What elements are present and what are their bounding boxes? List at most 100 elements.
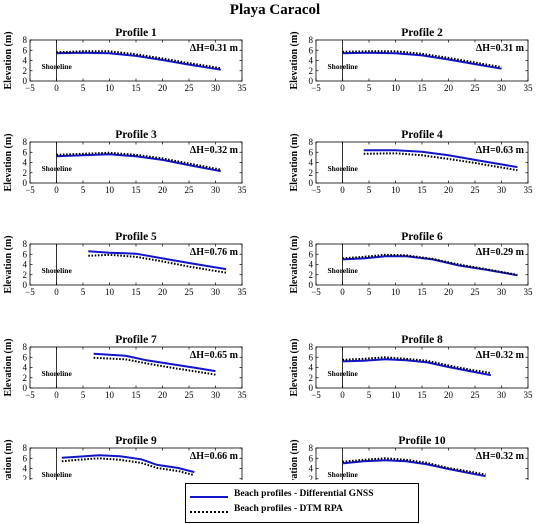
- x-tick-label: 5: [367, 287, 372, 297]
- y-tick-label: 4: [23, 260, 28, 270]
- x-tick-label: 25: [471, 390, 481, 400]
- x-tick-label: 15: [418, 287, 428, 297]
- y-tick-label: 6: [309, 453, 314, 463]
- legend-label-rpa: Beach profiles - DTM RPA: [234, 504, 343, 514]
- rpa-profile-line: [61, 457, 195, 477]
- profiles-grid: Profile 1−5 0 5 10 15 20 25 30 3502468ShorelineΔ…: [3, 27, 534, 480]
- y-tick-label: 0: [23, 383, 28, 393]
- x-tick-label: 10: [391, 83, 401, 93]
- x-tick-label: −5: [25, 185, 35, 195]
- panel-title: Profile 7: [115, 334, 157, 346]
- x-tick-label: −5: [311, 185, 321, 195]
- profile-panel-4: Profile 4−5 0 5 10 15 20 25 30 3502468ShorelineΔ…: [289, 129, 533, 195]
- delta-h-label: ΔH=0.65 m: [190, 350, 239, 361]
- shoreline-label: Shoreline: [42, 164, 73, 173]
- x-tick-label: 15: [132, 83, 142, 93]
- gnss-profile-line: [56, 153, 221, 173]
- y-tick-label: 8: [309, 35, 314, 45]
- rpa-profile-line: [342, 457, 486, 476]
- x-tick-label: 20: [158, 185, 168, 195]
- y-tick-label: 0: [309, 383, 314, 393]
- y-axis-label: Elevation (m): [289, 31, 300, 89]
- y-tick-label: 2: [23, 66, 28, 76]
- x-tick-label: 25: [471, 83, 481, 93]
- y-tick-label: 6: [309, 147, 314, 157]
- shoreline-label: Shoreline: [328, 62, 359, 71]
- rpa-profile-line: [342, 356, 492, 375]
- y-tick-label: 4: [23, 56, 28, 66]
- y-tick-label: 0: [23, 280, 28, 290]
- profile-panel-10: Profile 10−50510152025303502468Shoreline…: [289, 435, 529, 480]
- x-tick-label: 15: [132, 390, 142, 400]
- y-tick-label: 4: [309, 158, 314, 168]
- shoreline-label: Shoreline: [328, 369, 359, 378]
- x-tick-label: 10: [391, 185, 401, 195]
- shoreline-label: Shoreline: [42, 62, 73, 71]
- gnss-profile-line: [342, 51, 502, 70]
- x-tick-label: 15: [418, 390, 428, 400]
- x-tick-label: 20: [158, 287, 168, 297]
- x-tick-label: 30: [497, 390, 507, 400]
- x-tick-label: 5: [81, 287, 86, 297]
- profile-panel-6: Profile 6−5 0 5 10 15 20 25 30 3502468ShorelineΔ…: [289, 231, 533, 297]
- y-tick-label: 2: [309, 168, 314, 178]
- gnss-profile-line: [363, 149, 518, 169]
- x-tick-label: 35: [238, 287, 248, 297]
- y-tick-label: 2: [309, 474, 314, 480]
- x-tick-label: 25: [471, 287, 481, 297]
- shoreline-label: Shoreline: [42, 369, 73, 378]
- y-tick-label: 2: [23, 373, 28, 383]
- x-tick-label: 0: [340, 83, 345, 93]
- x-tick-label: 35: [524, 390, 534, 400]
- x-tick-label: 0: [340, 390, 345, 400]
- y-tick-label: 8: [23, 35, 28, 45]
- x-tick-label: 30: [211, 185, 221, 195]
- x-tick-label: 10: [105, 287, 115, 297]
- delta-h-label: ΔH=0.76 m: [190, 247, 239, 258]
- panel-title: Profile 2: [401, 27, 443, 39]
- legend-swatch-rpa: [190, 511, 228, 513]
- x-tick-label: 5: [367, 185, 372, 195]
- rpa-profile-line: [56, 151, 221, 171]
- gnss-profile-line: [342, 358, 492, 377]
- shoreline-label: Shoreline: [42, 470, 73, 479]
- legend-label-gnss: Beach profiles - Differential GNSS: [234, 489, 374, 499]
- x-tick-label: 30: [497, 185, 507, 195]
- shoreline-label: Shoreline: [328, 470, 359, 479]
- x-tick-label: 35: [524, 185, 534, 195]
- x-tick-label: 30: [497, 83, 507, 93]
- y-axis-label: Elevation (m): [3, 31, 14, 89]
- y-tick-label: 6: [23, 352, 28, 362]
- panel-title: Profile 4: [401, 129, 443, 141]
- x-tick-label: −5: [311, 83, 321, 93]
- y-tick-label: 8: [309, 137, 314, 147]
- rpa-profile-line: [363, 152, 518, 172]
- x-tick-label: 20: [158, 83, 168, 93]
- x-tick-label: 35: [238, 390, 248, 400]
- rpa-profile-line: [93, 356, 216, 376]
- y-tick-label: 8: [23, 443, 28, 453]
- y-tick-label: 4: [309, 363, 314, 373]
- profile-panel-3: Profile 3−5 0 5 10 15 20 25 30 3502468ShorelineΔ…: [3, 129, 247, 195]
- delta-h-label: ΔH=0.31 m: [190, 43, 239, 54]
- x-tick-label: 0: [340, 185, 345, 195]
- x-tick-label: 35: [524, 83, 534, 93]
- x-tick-label: 0: [340, 287, 345, 297]
- x-tick-label: 10: [391, 390, 401, 400]
- y-tick-label: 4: [309, 260, 314, 270]
- x-tick-label: 15: [132, 287, 142, 297]
- rpa-profile-line: [342, 50, 502, 69]
- x-tick-label: 30: [211, 83, 221, 93]
- y-axis-label: Elevation (m): [289, 235, 300, 293]
- x-tick-label: 10: [105, 83, 115, 93]
- x-tick-label: 10: [105, 390, 115, 400]
- y-tick-label: 8: [309, 443, 314, 453]
- y-tick-label: 0: [309, 280, 314, 290]
- x-tick-label: 0: [54, 83, 59, 93]
- figure-title: Playa Caracol: [229, 2, 321, 18]
- y-tick-label: 6: [309, 352, 314, 362]
- x-tick-label: 25: [185, 83, 195, 93]
- y-axis-label: Elevation (m): [289, 338, 300, 396]
- rpa-profile-line: [342, 253, 518, 276]
- shoreline-label: Shoreline: [328, 164, 359, 173]
